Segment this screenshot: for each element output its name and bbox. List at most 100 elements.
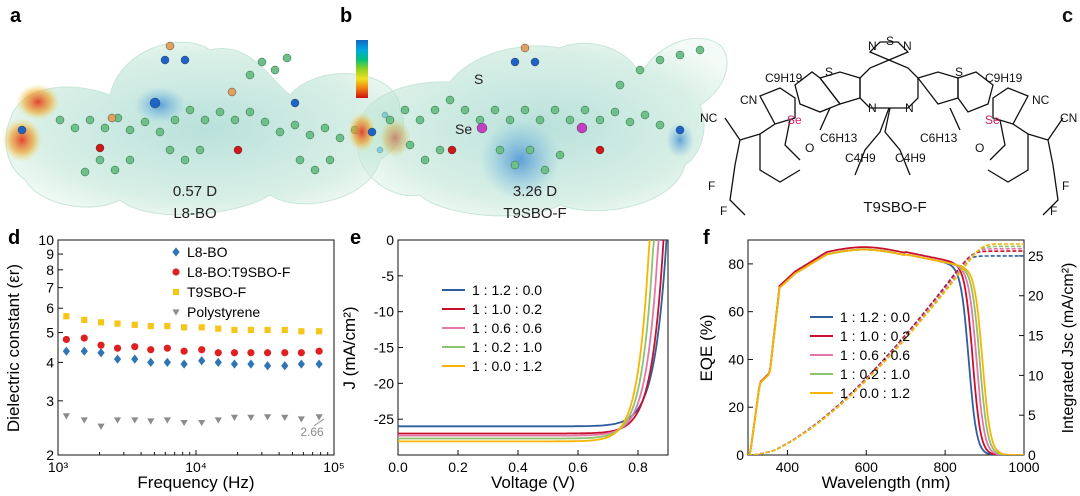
point-d-0 — [297, 359, 305, 369]
legend-marker-d — [172, 247, 180, 257]
legend-d: L8-BO L8-BO:T9SBO-F T9SBO-F Polystyrene — [172, 244, 290, 320]
point-d-1 — [263, 349, 272, 357]
point-d-2 — [147, 322, 154, 330]
point-d-0 — [131, 354, 139, 364]
legend-label-f: 1 : 1.0 : 0.2 — [840, 328, 910, 344]
point-d-0 — [80, 346, 88, 356]
ytick-label-d: 4 — [46, 354, 54, 370]
jsc-curve-f-4 — [748, 243, 1024, 455]
y2tick-label-f: 5 — [1028, 407, 1036, 423]
point-d-0 — [263, 361, 272, 371]
point-d-1 — [113, 344, 122, 352]
molecule-name-b: T9SBO-F — [503, 205, 566, 222]
point-d-2 — [215, 325, 222, 332]
ticks-e: 0.0 0.2 0.4 0.6 0.8 0 -5 -10 -15 -20 -25 — [374, 232, 648, 475]
chain-c9-left: C9H19 — [765, 71, 803, 85]
molecule-name-c: T9SBO-F — [863, 199, 926, 216]
point-d-3 — [62, 413, 70, 420]
panel-b: b S Se 3.26 D T9SBO-F — [340, 5, 728, 222]
atom-n1: N — [868, 39, 877, 53]
xtick-label-e: 0.0 — [388, 459, 408, 475]
legend-label-f: 1 : 0.2 : 1.0 — [840, 366, 910, 382]
molecule-name-a: L8-BO — [173, 205, 216, 222]
dipole-b: 3.26 D — [513, 183, 557, 200]
point-d-3 — [97, 423, 105, 430]
colorbar — [356, 40, 368, 98]
legend-label-e: 1 : 1.0 : 0.2 — [472, 301, 542, 317]
point-d-0 — [198, 356, 206, 366]
ylabel-e: J (mA/cm²) — [340, 306, 359, 389]
point-d-3 — [147, 418, 155, 425]
atom-cn1: CN — [740, 93, 757, 107]
chain-c4-right: C4H9 — [895, 151, 926, 165]
atom-f2: F — [720, 204, 727, 218]
point-d-1 — [198, 346, 206, 354]
atom-n2: N — [903, 39, 912, 53]
ylabel-f: EQE (%) — [697, 314, 716, 381]
legend-marker-d — [172, 268, 180, 276]
point-d-2 — [97, 319, 105, 326]
point-d-1 — [297, 349, 305, 357]
point-d-1 — [80, 334, 88, 342]
point-d-1 — [97, 341, 105, 349]
atom-o1: O — [805, 141, 814, 155]
point-d-3 — [198, 419, 206, 427]
legend-label-e: 1 : 0.6 : 0.6 — [472, 320, 542, 336]
point-d-1 — [62, 335, 70, 344]
atom-f3: F — [1062, 179, 1069, 193]
point-d-0 — [163, 357, 171, 368]
jv-curve-e-0 — [398, 240, 668, 428]
atom-n3: N — [868, 101, 877, 115]
point-d-3 — [263, 414, 272, 421]
ytick-label-d: 10 — [38, 232, 54, 248]
jv-curve-e-2 — [398, 240, 660, 437]
ytick-label-d: 3 — [46, 393, 54, 409]
point-d-1 — [180, 347, 188, 355]
panel-letter-e: e — [350, 227, 361, 249]
legend-label-d: L8-BO — [187, 244, 228, 260]
point-d-3 — [214, 417, 222, 424]
ytick-label-f: 0 — [736, 447, 744, 463]
xtick-label-f: 400 — [776, 459, 800, 475]
point-d-3 — [230, 414, 239, 422]
atom-se1: Se — [787, 113, 802, 127]
ytick-label-e: -5 — [382, 268, 395, 284]
lines-e — [398, 240, 668, 443]
legend-label-f: 1 : 0.6 : 0.6 — [840, 347, 910, 363]
atom-nc1: NC — [700, 111, 718, 125]
point-d-0 — [315, 359, 323, 369]
point-d-0 — [180, 359, 188, 369]
point-d-0 — [62, 346, 70, 356]
point-d-3 — [163, 417, 171, 424]
atom-f4: F — [1050, 204, 1057, 218]
structure-bonds — [724, 41, 1064, 216]
point-d-3 — [180, 419, 188, 427]
ytick-label-f: 60 — [728, 304, 744, 320]
panel-letter-f: f — [703, 227, 710, 249]
eqe-curve-f-4 — [748, 248, 1024, 455]
chain-c9-right: C9H19 — [985, 71, 1023, 85]
point-d-3 — [113, 417, 122, 424]
y2tick-label-f: 20 — [1028, 288, 1044, 304]
ytick-label-d: 6 — [46, 300, 54, 316]
atom-cn2: CN — [1060, 111, 1077, 125]
annotation-arrow-d — [313, 418, 325, 427]
point-d-2 — [298, 328, 305, 335]
heteroatoms-b — [367, 43, 685, 155]
ytick-label-e: -10 — [374, 304, 394, 320]
ytick-label-d: 8 — [46, 262, 54, 278]
point-d-2 — [264, 326, 271, 334]
y2tick-label-f: 25 — [1028, 248, 1044, 264]
structure-atoms: N N S S S N N Se Se NC CN NC CN O O F F … — [700, 34, 1077, 218]
atom-s1: S — [886, 34, 894, 48]
panel-letter-a: a — [10, 5, 22, 27]
lines-f — [748, 243, 1024, 455]
xtick-label-d: 10⁴ — [185, 459, 207, 475]
xtick-label-f: 800 — [933, 459, 957, 475]
y2tick-label-f: 0 — [1028, 447, 1036, 463]
legend-f: 1 : 1.2 : 0.0 1 : 1.0 : 0.2 1 : 0.6 : 0.6 1… — [810, 309, 910, 401]
